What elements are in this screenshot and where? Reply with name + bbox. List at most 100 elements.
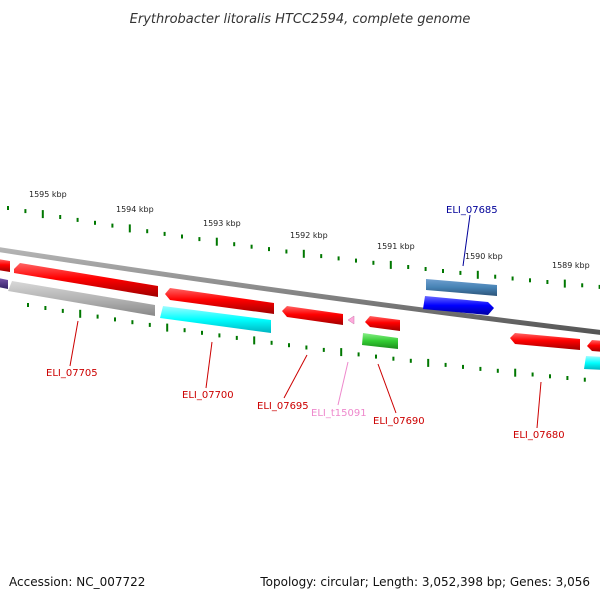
inner-scale-tick-minor	[496, 368, 499, 373]
inner-scale-tick-major	[514, 368, 517, 377]
gene-label-eli-07685[interactable]: ELI_07685	[446, 205, 498, 216]
gene-label-eli-07680[interactable]: ELI_07680	[513, 430, 565, 441]
outer-scale-tick-minor	[268, 247, 270, 252]
gene-arrow-eli-07700[interactable]	[165, 288, 274, 314]
cog-bar-eli-07685-upper[interactable]	[426, 279, 497, 296]
outer-scale-tick-minor	[529, 278, 531, 283]
inner-scale-tick-minor	[114, 317, 116, 322]
genome-summary-label: Topology: circular; Length: 3,052,398 bp…	[259, 575, 590, 589]
forward-strand-genes	[0, 259, 600, 352]
outer-scale-tick-minor	[511, 276, 514, 281]
outer-scale-tick-minor	[372, 260, 375, 265]
scale-label-1591: 1591 kbp	[377, 242, 415, 251]
inner-scale-tick-minor	[549, 374, 551, 379]
cog-bar-partial-right[interactable]	[584, 356, 600, 370]
leader-eli-07680	[536, 381, 542, 429]
inner-scale-tick-minor	[392, 356, 395, 361]
gene-label-eli-07700[interactable]: ELI_07700	[182, 390, 234, 401]
outer-scale-ticks	[7, 206, 600, 289]
inner-scale-ticks	[27, 303, 586, 382]
inner-scale-tick-minor	[61, 308, 64, 313]
outer-scale-tick-minor	[494, 274, 497, 279]
outer-scale-tick-major	[563, 279, 566, 288]
inner-scale-tick-major	[253, 336, 256, 345]
outer-scale-tick-major	[389, 260, 392, 269]
inner-scale-tick-minor	[322, 347, 325, 352]
inner-scale-tick-minor	[148, 322, 151, 327]
outer-scale-tick-major	[215, 237, 218, 246]
gene-arrow-eli-07680[interactable]	[510, 333, 580, 350]
outer-scale-tick-minor	[198, 237, 201, 242]
accession-label: Accession: NC_007722	[9, 575, 145, 589]
cog-bar-eli-07705[interactable]	[8, 281, 155, 316]
outer-scale-tick-major	[41, 210, 44, 219]
inner-scale-tick-major	[166, 323, 169, 332]
gene-arrow-eli-07695[interactable]	[282, 306, 343, 325]
outer-scale-tick-minor	[94, 220, 96, 225]
inner-scale-tick-minor	[583, 377, 586, 382]
outer-scale-tick-minor	[163, 231, 166, 236]
inner-scale-tick-major	[427, 358, 430, 367]
scale-label-1592: 1592 kbp	[290, 231, 328, 240]
inner-scale-tick-minor	[27, 303, 29, 307]
inner-scale-tick-minor	[96, 314, 99, 319]
leader-eli-07700	[205, 341, 213, 389]
gene-label-eli-07705[interactable]: ELI_07705	[46, 368, 98, 379]
inner-scale-tick-minor	[462, 364, 464, 369]
outer-scale-tick-minor	[320, 254, 323, 259]
outer-scale-tick-minor	[581, 283, 584, 288]
leader-eli-07690	[377, 363, 397, 414]
outer-scale-tick-minor	[24, 209, 27, 214]
inner-scale-tick-minor	[357, 352, 360, 357]
outer-scale-tick-major	[128, 224, 131, 233]
inner-scale-tick-minor	[375, 354, 377, 359]
gene-arrow-eli-07705[interactable]	[14, 263, 158, 297]
gene-labels: ELI_07705 ELI_07700 ELI_07695 ELI_t15091…	[46, 205, 565, 441]
leader-eli-07695	[283, 354, 308, 399]
cog-bar-eli-07690[interactable]	[362, 333, 398, 349]
scale-label-1594: 1594 kbp	[116, 205, 154, 214]
inner-scale-tick-minor	[444, 362, 447, 367]
inner-scale-tick-minor	[270, 340, 273, 345]
gene-arrow-partial-right[interactable]	[587, 340, 600, 352]
outer-scale-tick-minor	[355, 258, 357, 263]
inner-scale-tick-minor	[479, 366, 482, 371]
gene-leader-lines	[69, 214, 542, 429]
scale-labels: 1595 kbp 1594 kbp 1593 kbp 1592 kbp 1591…	[29, 190, 590, 270]
scale-label-1593: 1593 kbp	[203, 219, 241, 228]
outer-scale-tick-minor	[59, 215, 62, 219]
outer-scale-tick-minor	[407, 265, 410, 269]
gene-arrow-partial-left[interactable]	[0, 259, 10, 272]
inner-scale-tick-minor	[218, 333, 221, 338]
outer-scale-tick-major	[476, 270, 479, 279]
leader-eli-07685	[462, 214, 471, 267]
outer-scale-tick-minor	[459, 270, 462, 275]
gene-label-eli-t15091[interactable]: ELI_t15091	[311, 408, 367, 419]
inner-scale-tick-minor	[409, 358, 412, 363]
map-title: Erythrobacter litoralis HTCC2594, comple…	[130, 12, 471, 27]
outer-scale-tick-minor	[442, 269, 444, 273]
inner-scale-tick-minor	[44, 306, 47, 310]
outer-scale-tick-minor	[424, 267, 427, 271]
inner-scale-tick-major	[340, 348, 343, 357]
leader-eli-t15091	[337, 361, 349, 406]
gene-arrow-eli-07685[interactable]	[423, 296, 494, 315]
gene-label-eli-07690[interactable]: ELI_07690	[373, 416, 425, 427]
leader-eli-07705	[69, 320, 79, 367]
outer-scale-tick-minor	[285, 249, 288, 254]
outer-scale-tick-minor	[146, 229, 149, 234]
inner-scale-tick-minor	[131, 320, 134, 325]
gene-label-eli-07695[interactable]: ELI_07695	[257, 401, 309, 412]
outer-scale-tick-minor	[233, 242, 236, 247]
outer-scale-tick-major	[302, 249, 305, 258]
cog-bar-eli-07700[interactable]	[160, 306, 271, 333]
reverse-strand-features	[0, 278, 600, 370]
scale-label-1590: 1590 kbp	[465, 252, 503, 261]
outer-scale-tick-minor	[7, 206, 9, 210]
gene-arrow-eli-07690[interactable]	[365, 316, 400, 331]
trna-arrow-eli-t15091[interactable]	[347, 315, 355, 325]
inner-scale-tick-minor	[235, 335, 238, 340]
cog-bar-partial-left[interactable]	[0, 278, 8, 289]
